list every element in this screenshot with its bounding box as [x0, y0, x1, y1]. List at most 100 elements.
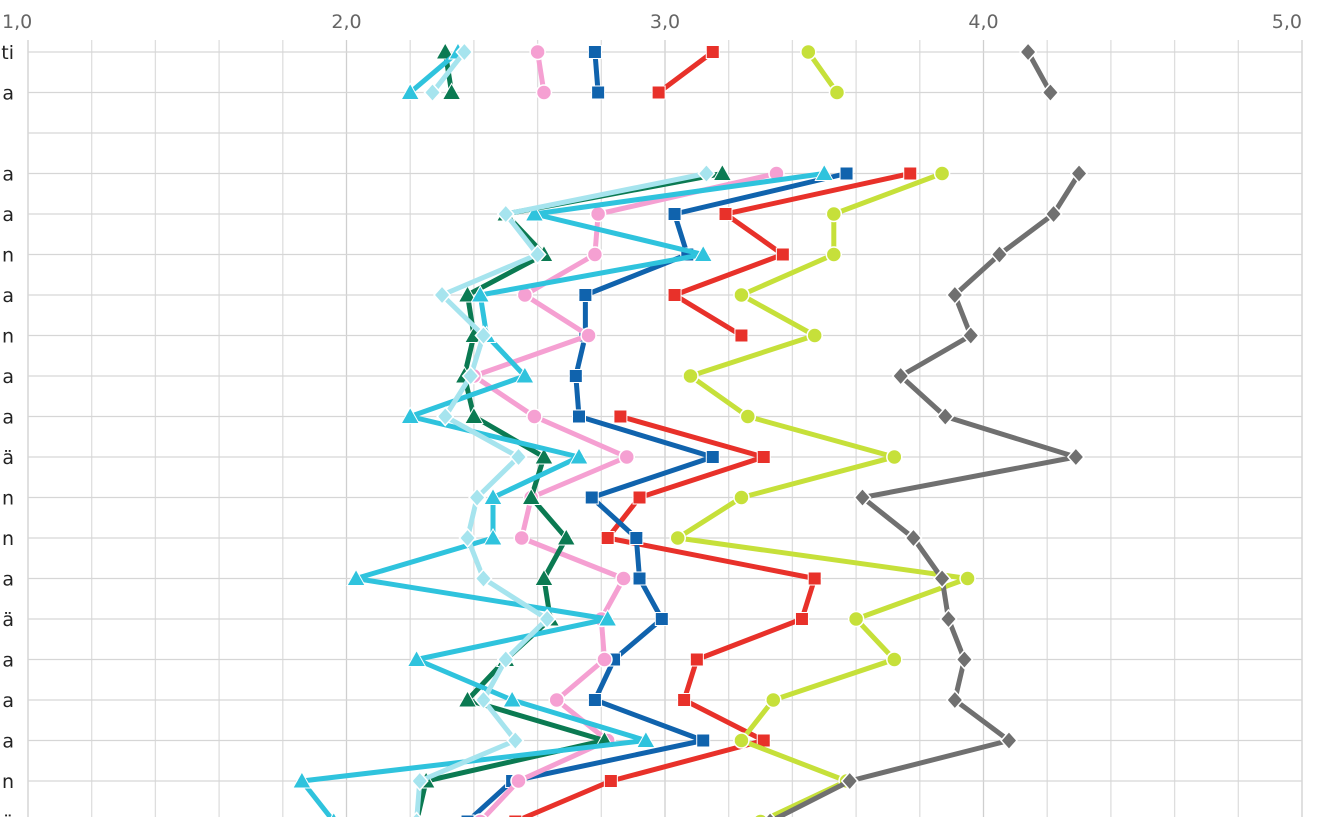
data-point	[904, 527, 923, 549]
data-point	[959, 570, 976, 587]
data-point	[569, 446, 589, 465]
data-point	[961, 325, 980, 346]
category-label: a	[2, 407, 14, 429]
data-point	[474, 325, 493, 346]
data-point	[945, 689, 964, 711]
data-point	[682, 367, 699, 385]
data-point	[990, 244, 1009, 265]
data-point	[636, 730, 656, 748]
series-line	[805, 49, 840, 95]
data-point	[406, 649, 427, 667]
data-point	[654, 612, 669, 626]
data-point	[775, 247, 790, 262]
category-label: n	[2, 245, 14, 267]
category-labels: tiaaananaaännaäaaanä	[1, 42, 14, 817]
data-point	[696, 733, 711, 748]
category-label: ti	[1, 42, 14, 64]
data-point	[433, 284, 452, 306]
data-point	[580, 327, 597, 344]
data-point	[458, 527, 477, 549]
data-point	[806, 327, 823, 344]
data-point	[587, 45, 602, 59]
data-point	[613, 409, 628, 424]
data-point	[615, 570, 632, 587]
data-point	[1066, 446, 1085, 468]
series-0	[508, 45, 918, 817]
data-point	[510, 772, 527, 790]
data-point	[734, 328, 749, 343]
data-point	[589, 205, 607, 223]
data-point	[807, 571, 822, 586]
category-label: a	[2, 366, 14, 388]
x-tick-label: 2,0	[331, 11, 361, 33]
data-point	[496, 203, 515, 225]
data-point	[528, 244, 547, 265]
data-point	[945, 284, 964, 306]
data-point	[632, 571, 647, 586]
data-point	[765, 811, 776, 817]
data-point	[733, 489, 750, 506]
data-point	[474, 568, 493, 589]
series-3	[765, 41, 1089, 817]
data-point	[435, 41, 456, 60]
data-point	[939, 608, 958, 630]
data-point	[936, 406, 955, 427]
data-point	[886, 448, 903, 466]
data-point	[502, 689, 522, 708]
data-point	[455, 41, 474, 63]
data-point	[825, 246, 843, 263]
x-tick-label: 4,0	[968, 11, 998, 33]
series-lines	[292, 41, 1089, 817]
category-label: ä	[2, 609, 14, 631]
data-point	[1070, 163, 1089, 184]
data-point	[853, 487, 872, 508]
x-tick-label: 3,0	[650, 11, 680, 33]
data-point	[693, 244, 714, 262]
data-point	[460, 814, 475, 817]
data-point	[524, 203, 545, 222]
data-point	[618, 448, 636, 466]
data-point	[346, 568, 366, 586]
data-point	[464, 406, 484, 424]
data-point	[828, 84, 846, 101]
data-point	[705, 45, 720, 59]
series-2	[669, 43, 976, 817]
data-point	[509, 446, 528, 468]
category-label: a	[2, 690, 14, 712]
category-label: a	[2, 285, 14, 307]
data-point	[753, 813, 768, 817]
data-point	[506, 730, 525, 751]
data-point	[587, 693, 602, 707]
data-point	[457, 284, 478, 303]
category-label: ä	[2, 812, 14, 817]
category-label: a	[2, 650, 14, 672]
category-label: a	[2, 569, 14, 591]
data-point	[765, 691, 782, 709]
data-point	[800, 43, 817, 61]
data-point	[814, 163, 835, 181]
data-point	[568, 369, 583, 383]
data-point	[669, 529, 686, 547]
data-point	[483, 527, 503, 546]
data-point	[933, 165, 951, 182]
data-point	[586, 246, 604, 263]
x-axis-tick-labels: 1,0 2,0 3,0 4,0 5,0	[2, 11, 1302, 33]
data-point	[400, 406, 421, 424]
data-point	[739, 408, 757, 425]
data-point	[794, 612, 809, 626]
data-point	[535, 84, 553, 101]
data-point	[410, 770, 429, 792]
data-point	[596, 651, 613, 668]
category-label: ä	[2, 447, 14, 469]
data-point	[886, 651, 903, 668]
data-point	[733, 732, 750, 749]
data-point	[733, 286, 750, 304]
data-point	[473, 813, 488, 817]
series-line	[1025, 49, 1053, 95]
data-point	[756, 450, 771, 464]
data-point	[903, 166, 918, 181]
series-line	[656, 49, 716, 95]
data-point	[600, 531, 615, 545]
data-point	[470, 284, 491, 303]
data-point	[400, 82, 421, 100]
